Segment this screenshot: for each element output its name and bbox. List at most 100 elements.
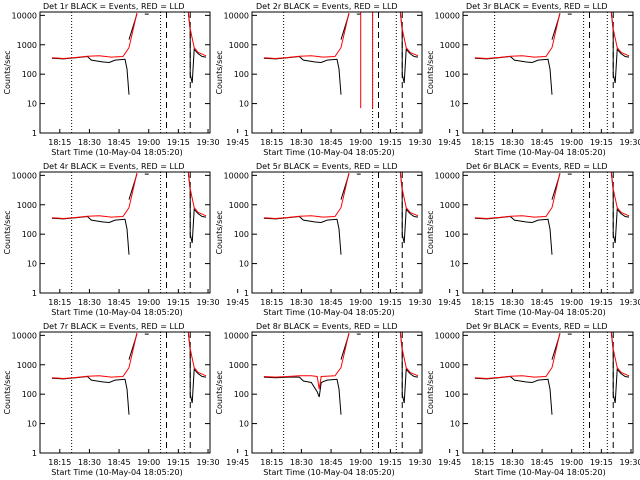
y-tick-label: 10: [27, 420, 37, 429]
x-tick-label: 19:30: [196, 298, 219, 307]
x-tick-label: 19:45: [226, 458, 249, 467]
panel-det-5r: Det 5r BLACK = Events, RED = LLD 1 10 100 10…: [215, 162, 461, 317]
series-events-line: [399, 11, 419, 84]
panel-title: Det 3r BLACK = Events, RED = LLD: [466, 2, 608, 11]
series-lld-line: [263, 332, 350, 390]
y-tick-label: 10000: [224, 171, 249, 180]
x-tick-label: 19:30: [619, 298, 640, 307]
series-events-line: [474, 215, 553, 255]
x-axis-label: Start Time (10-May-04 18:05:20): [51, 308, 182, 317]
x-tick-label: 18:30: [78, 298, 101, 307]
series-lld-line: [399, 331, 419, 377]
y-tick-label: 1000: [440, 361, 460, 370]
x-tick-label: 19:45: [438, 458, 461, 467]
x-tick-label: 18:15: [471, 458, 494, 467]
series-events-line: [399, 331, 419, 404]
series-lld-line: [263, 12, 350, 60]
y-tick-label: 10: [27, 260, 37, 269]
y-tick-label: 10: [450, 420, 460, 429]
x-axis-label: Start Time (10-May-04 18:05:20): [474, 308, 605, 317]
x-tick-label: 18:45: [320, 138, 343, 147]
x-tick-label: 19:00: [560, 298, 583, 307]
series-lld-line: [263, 172, 350, 220]
y-tick-label: 1: [455, 289, 460, 298]
y-tick-label: 1000: [229, 361, 249, 370]
series-lld-line: [187, 171, 207, 217]
x-tick-label: 18:30: [290, 458, 313, 467]
x-tick-label: 19:30: [619, 138, 640, 147]
x-tick-label: 19:30: [408, 138, 431, 147]
panel-title: Det 1r BLACK = Events, RED = LLD: [43, 2, 185, 11]
y-tick-label: 1000: [440, 201, 460, 210]
x-tick-label: 19:45: [438, 298, 461, 307]
panel-det-8r: Det 8r BLACK = Events, RED = LLD 1 10 100 10…: [215, 322, 461, 477]
plot-frame: [251, 171, 423, 294]
y-axis-label: Counts/sec: [426, 210, 435, 254]
x-tick-label: 19:30: [408, 298, 431, 307]
series-lld-line: [610, 171, 630, 217]
series-events-line: [263, 376, 342, 415]
series-events-line: [263, 55, 342, 95]
series-lld-line: [51, 332, 138, 380]
x-tick-label: 18:15: [260, 458, 283, 467]
series-events-line: [474, 55, 553, 95]
x-tick-label: 19:30: [408, 458, 431, 467]
y-axis-label: Counts/sec: [3, 210, 12, 254]
x-tick-label: 18:30: [290, 138, 313, 147]
x-tick-label: 19:45: [226, 138, 249, 147]
panel-det-9r: Det 9r BLACK = Events, RED = LLD 1 10 100 10…: [426, 322, 640, 477]
x-tick-label: 19:15: [167, 138, 190, 147]
x-tick-label: 18:30: [501, 298, 524, 307]
x-tick-label: 18:45: [108, 138, 131, 147]
y-tick-label: 10: [239, 420, 249, 429]
plot-frame: [251, 331, 423, 454]
series-events-line: [474, 375, 553, 415]
panel-title: Det 6r BLACK = Events, RED = LLD: [466, 162, 608, 171]
panel-title: Det 4r BLACK = Events, RED = LLD: [43, 162, 185, 171]
x-axis-label: Start Time (10-May-04 18:05:20): [263, 468, 394, 477]
plot-frame: [39, 331, 211, 454]
y-tick-label: 1: [244, 449, 249, 458]
y-tick-label: 10000: [224, 331, 249, 340]
x-tick-label: 19:00: [349, 138, 372, 147]
x-tick-label: 19:45: [438, 138, 461, 147]
x-tick-label: 18:30: [501, 458, 524, 467]
plot-frame: [39, 11, 211, 134]
x-tick-label: 19:15: [379, 138, 402, 147]
panel-det-2r: Det 2r BLACK = Events, RED = LLD 1 10 100 10…: [215, 2, 461, 157]
plot-frame: [39, 171, 211, 294]
panel-title: Det 9r BLACK = Events, RED = LLD: [466, 322, 608, 331]
y-axis-label: Counts/sec: [426, 50, 435, 94]
y-tick-label: 100: [22, 230, 37, 239]
series-lld-line: [399, 11, 419, 57]
plot-frame: [462, 171, 634, 294]
x-tick-label: 19:00: [137, 138, 160, 147]
y-tick-label: 100: [234, 70, 249, 79]
x-tick-label: 19:00: [137, 458, 160, 467]
x-tick-label: 18:45: [320, 298, 343, 307]
panel-det-4r: Det 4r BLACK = Events, RED = LLD 1 10 100 10…: [3, 162, 249, 317]
y-axis-label: Counts/sec: [215, 210, 224, 254]
y-tick-label: 1: [455, 449, 460, 458]
series-lld-line: [474, 332, 561, 380]
x-axis-label: Start Time (10-May-04 18:05:20): [51, 468, 182, 477]
x-tick-label: 19:15: [379, 298, 402, 307]
x-axis-label: Start Time (10-May-04 18:05:20): [474, 468, 605, 477]
y-tick-label: 10: [27, 100, 37, 109]
y-tick-label: 10: [239, 260, 249, 269]
y-axis-label: Counts/sec: [3, 370, 12, 414]
y-tick-label: 100: [234, 390, 249, 399]
y-tick-label: 1000: [229, 41, 249, 50]
x-tick-label: 18:15: [48, 458, 71, 467]
y-tick-label: 10000: [12, 171, 37, 180]
x-tick-label: 18:15: [471, 138, 494, 147]
y-tick-label: 10: [450, 260, 460, 269]
x-tick-label: 18:45: [531, 138, 554, 147]
series-events-line: [51, 215, 130, 255]
y-tick-label: 1: [455, 129, 460, 138]
y-axis-label: Counts/sec: [426, 370, 435, 414]
x-tick-label: 18:45: [531, 458, 554, 467]
x-tick-label: 19:00: [137, 298, 160, 307]
x-tick-label: 18:15: [260, 138, 283, 147]
y-tick-label: 100: [445, 390, 460, 399]
